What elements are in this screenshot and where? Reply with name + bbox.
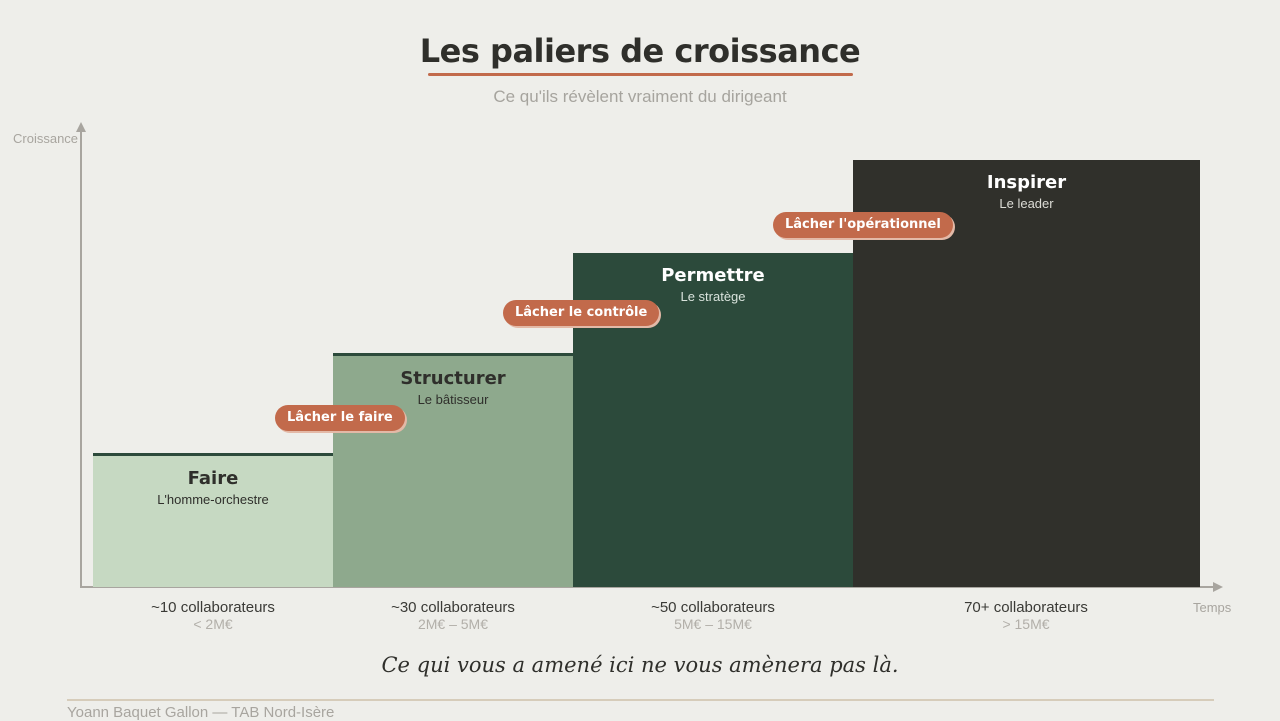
step-name: Structurer: [400, 368, 506, 389]
page-subtitle: Ce qu'ils révèlent vraiment du dirigeant: [493, 87, 787, 106]
step-faire: Faire L'homme-orchestre: [93, 453, 333, 587]
title-underline: [428, 73, 853, 76]
team-size: 70+ collaborateurs: [964, 599, 1088, 616]
step-name: Inspirer: [986, 172, 1067, 193]
team-size: ~10 collaborateurs: [151, 599, 275, 616]
step-role: Le leader: [999, 196, 1054, 211]
revenue-range: 2M€ – 5M€: [417, 616, 489, 632]
step-label-4: 70+ collaborateurs > 15M€: [906, 599, 1146, 632]
team-size: ~50 collaborateurs: [651, 599, 775, 616]
page-title: Les paliers de croissance: [419, 32, 861, 70]
step-structurer: Structurer Le bâtisseur: [333, 353, 573, 587]
step-name: Faire: [187, 468, 239, 489]
step-role: Le bâtisseur: [417, 392, 489, 407]
x-axis-arrow-icon: [1213, 582, 1223, 592]
footer-divider: [67, 699, 1214, 701]
step-role: L'homme-orchestre: [157, 492, 269, 507]
step-label-1: ~10 collaborateurs < 2M€: [93, 599, 333, 632]
y-axis: [80, 130, 82, 587]
transition-badge-faire: Lâcher le faire: [275, 405, 405, 431]
step-name: Permettre: [661, 265, 765, 286]
y-axis-arrow-icon: [76, 122, 86, 132]
transition-badge-controle: Lâcher le contrôle: [503, 300, 660, 326]
step-role: Le stratège: [680, 289, 746, 304]
revenue-range: < 2M€: [193, 616, 233, 632]
step-label-3: ~50 collaborateurs 5M€ – 15M€: [593, 599, 833, 632]
footer-credit: Yoann Baquet Gallon — TAB Nord-Isère: [67, 704, 335, 721]
x-axis-label: Temps: [1193, 600, 1232, 615]
step-label-2: ~30 collaborateurs 2M€ – 5M€: [333, 599, 573, 632]
y-axis-label: Croissance: [13, 131, 79, 146]
team-size: ~30 collaborateurs: [391, 599, 515, 616]
closing-quote: Ce qui vous a amené ici ne vous amènera …: [381, 653, 899, 677]
revenue-range: > 15M€: [1002, 616, 1050, 632]
x-axis: [80, 586, 1215, 588]
transition-badge-operationnel: Lâcher l'opérationnel: [773, 212, 953, 238]
revenue-range: 5M€ – 15M€: [674, 616, 752, 632]
